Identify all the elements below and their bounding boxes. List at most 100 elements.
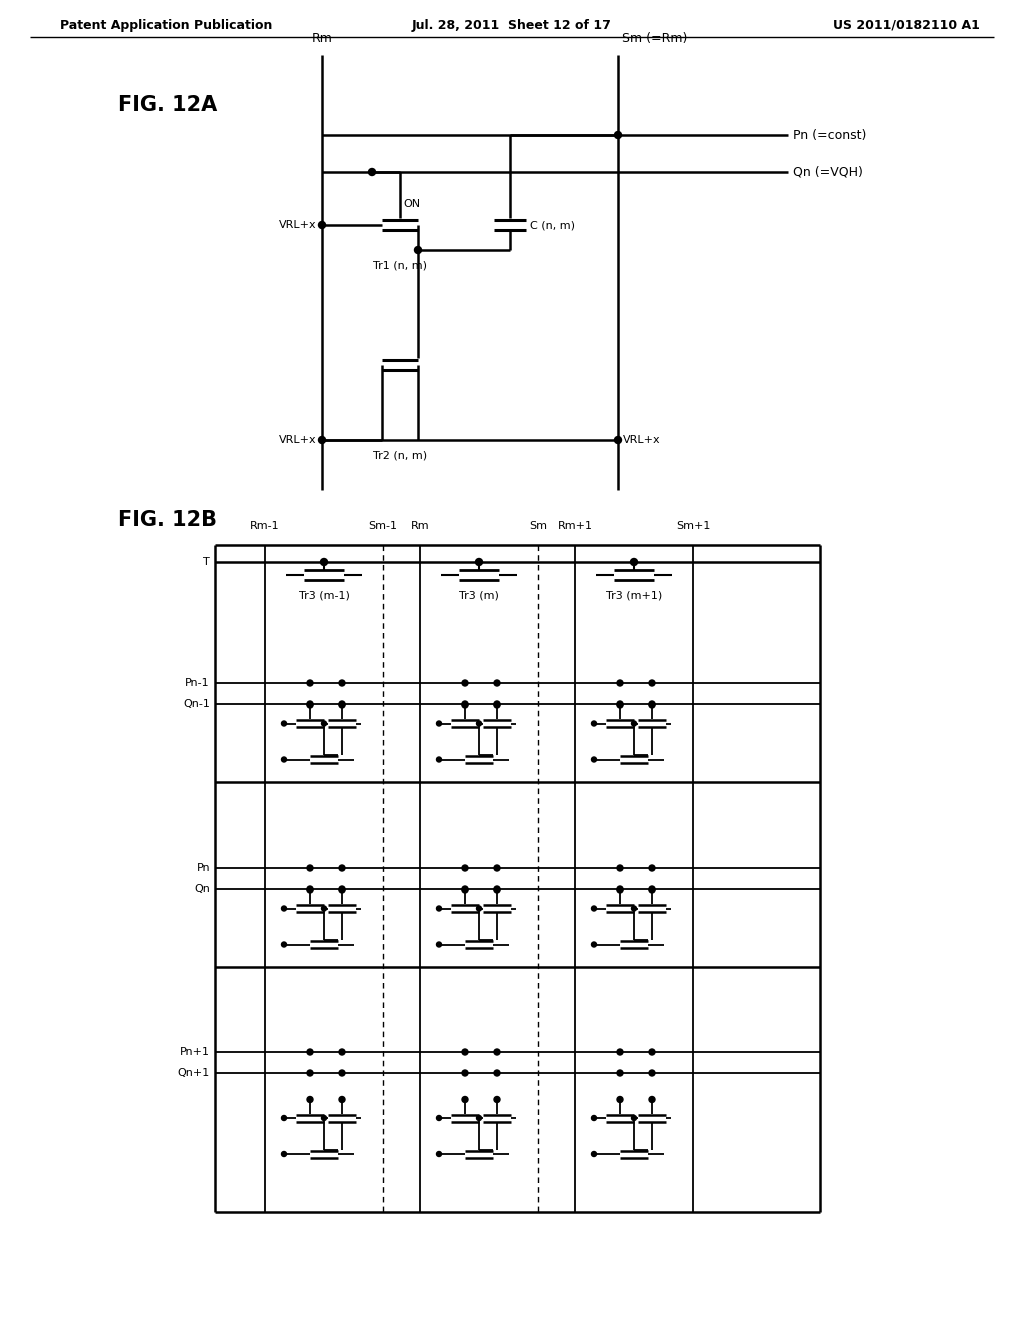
Circle shape [307,702,313,708]
Circle shape [617,702,623,708]
Text: Pn: Pn [197,863,210,873]
Circle shape [632,721,637,726]
Circle shape [282,756,287,762]
Circle shape [462,886,468,892]
Circle shape [307,886,313,892]
Text: Qn+1: Qn+1 [178,1068,210,1078]
Text: Tr3 (m+1): Tr3 (m+1) [606,590,663,601]
Text: Pn (=const): Pn (=const) [793,128,866,141]
Circle shape [592,1151,597,1156]
Circle shape [321,558,328,565]
Text: Sm: Sm [529,521,547,531]
Text: Rm: Rm [311,32,333,45]
Text: Rm+1: Rm+1 [557,521,593,531]
Circle shape [592,756,597,762]
Circle shape [307,680,313,686]
Circle shape [617,1071,623,1076]
Circle shape [462,1071,468,1076]
Circle shape [462,1097,468,1102]
Text: Qn: Qn [195,884,210,894]
Circle shape [307,1049,313,1055]
Circle shape [322,721,327,726]
Circle shape [282,721,287,726]
Text: Patent Application Publication: Patent Application Publication [60,18,272,32]
Circle shape [436,756,441,762]
Circle shape [631,558,638,565]
Circle shape [339,865,345,871]
Circle shape [322,1115,327,1121]
Circle shape [649,701,655,708]
Circle shape [282,942,287,946]
Text: Sm-1: Sm-1 [369,521,397,531]
Text: Sm+1: Sm+1 [676,521,711,531]
Text: ON: ON [403,199,420,209]
Circle shape [617,701,623,708]
Text: VRL+x: VRL+x [280,436,317,445]
Circle shape [649,865,655,871]
Circle shape [339,886,345,892]
Circle shape [339,702,345,708]
Circle shape [494,680,500,686]
Circle shape [462,887,468,894]
Circle shape [632,906,637,911]
Text: FIG. 12B: FIG. 12B [118,510,217,531]
Text: FIG. 12A: FIG. 12A [118,95,217,115]
Circle shape [649,1049,655,1055]
Circle shape [462,865,468,871]
Circle shape [617,680,623,686]
Circle shape [614,437,622,444]
Circle shape [318,222,326,228]
Text: Rm: Rm [411,521,429,531]
Circle shape [282,1115,287,1121]
Circle shape [494,865,500,871]
Text: T: T [203,557,210,568]
Circle shape [436,1115,441,1121]
Text: Rm-1: Rm-1 [250,521,280,531]
Circle shape [614,132,622,139]
Circle shape [494,702,500,708]
Circle shape [436,906,441,911]
Text: Tr3 (m): Tr3 (m) [459,590,499,601]
Circle shape [476,906,481,911]
Text: Tr3 (m-1): Tr3 (m-1) [299,590,349,601]
Circle shape [307,865,313,871]
Circle shape [322,906,327,911]
Text: Jul. 28, 2011  Sheet 12 of 17: Jul. 28, 2011 Sheet 12 of 17 [412,18,612,32]
Circle shape [494,1097,500,1102]
Text: Tr2 (n, m): Tr2 (n, m) [373,450,427,459]
Circle shape [475,558,482,565]
Text: VRL+x: VRL+x [623,436,660,445]
Circle shape [592,1115,597,1121]
Circle shape [282,906,287,911]
Text: VRL+x: VRL+x [280,220,317,230]
Circle shape [476,721,481,726]
Circle shape [369,169,376,176]
Circle shape [436,1151,441,1156]
Circle shape [617,1049,623,1055]
Circle shape [649,886,655,892]
Circle shape [649,887,655,894]
Text: Tr1 (n, m): Tr1 (n, m) [373,260,427,271]
Circle shape [632,1115,637,1121]
Circle shape [617,887,623,894]
Text: US 2011/0182110 A1: US 2011/0182110 A1 [834,18,980,32]
Circle shape [649,702,655,708]
Circle shape [318,437,326,444]
Text: Qn (=VQH): Qn (=VQH) [793,165,863,178]
Text: Sm (=Rm): Sm (=Rm) [622,32,687,45]
Circle shape [462,680,468,686]
Circle shape [339,1097,345,1102]
Circle shape [494,701,500,708]
Circle shape [494,886,500,892]
Circle shape [339,1071,345,1076]
Circle shape [649,680,655,686]
Circle shape [339,680,345,686]
Circle shape [592,942,597,946]
Circle shape [282,1151,287,1156]
Circle shape [592,906,597,911]
Circle shape [307,887,313,894]
Circle shape [462,701,468,708]
Circle shape [339,1049,345,1055]
Text: Pn-1: Pn-1 [185,678,210,688]
Circle shape [649,1097,655,1102]
